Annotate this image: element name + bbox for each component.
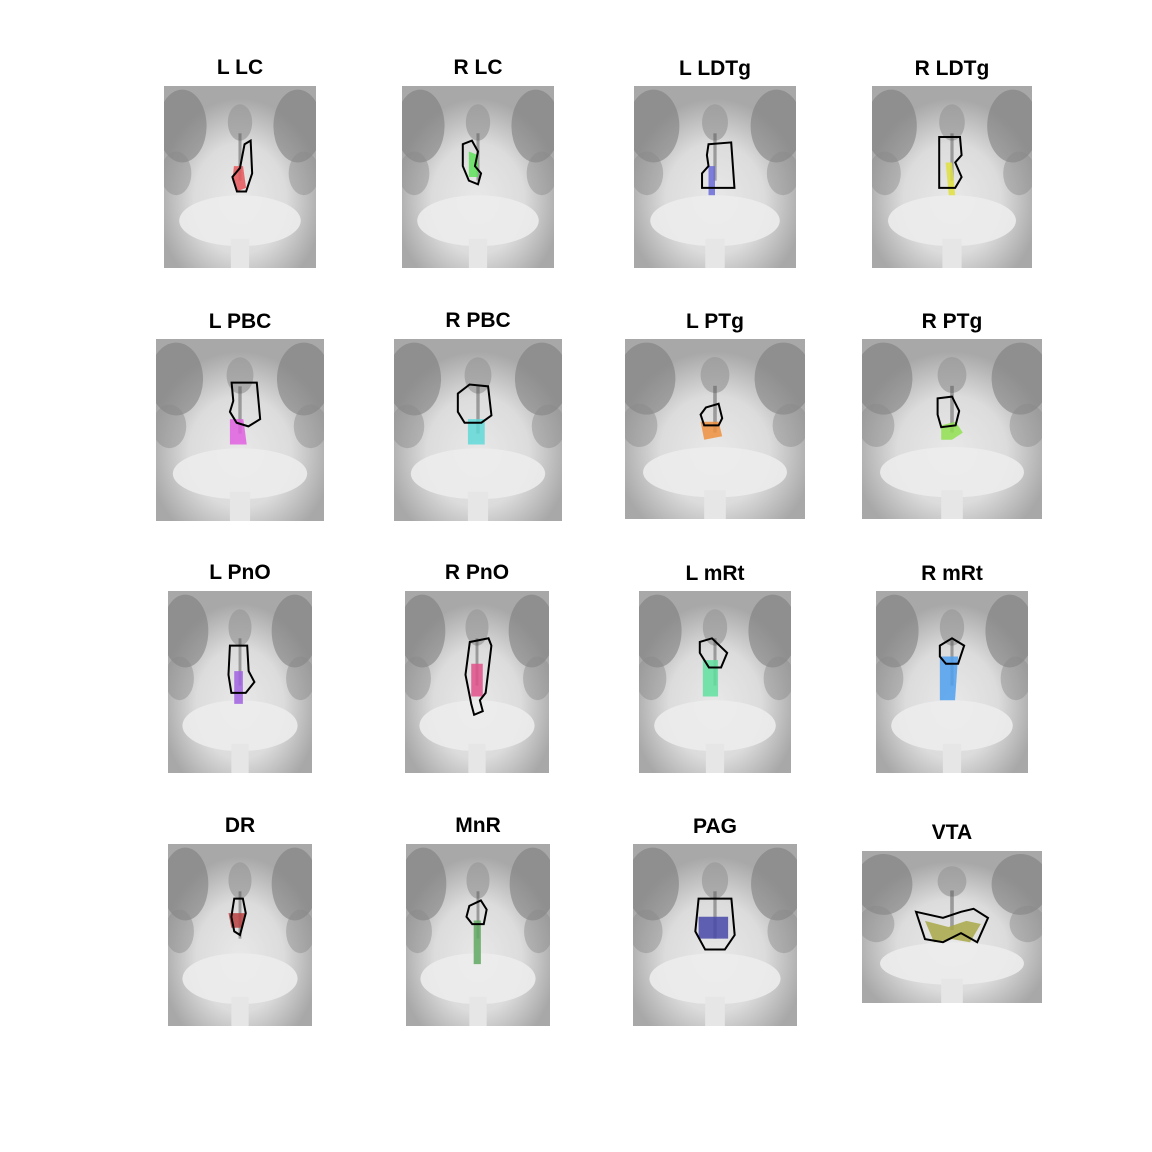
brain-slice-image <box>402 86 554 268</box>
brain-slice-image <box>406 844 550 1026</box>
panel-title: MnR <box>455 814 501 837</box>
brain-slice-image <box>639 591 791 773</box>
panel-title: R PTg <box>921 310 983 333</box>
panel-title: L LDTg <box>679 57 751 80</box>
brain-slice-image <box>168 591 312 773</box>
roi-panel: L LDTg <box>634 57 796 268</box>
brain-slice-image <box>164 86 316 268</box>
brain-slice-image <box>862 851 1042 1003</box>
panel-title: L LC <box>216 56 264 79</box>
brain-slice-image <box>625 339 805 519</box>
roi-panel: PAG <box>633 815 797 1026</box>
roi-panel: R PBC <box>394 309 562 521</box>
brain-slice-image <box>876 591 1028 773</box>
roi-panel: DR <box>168 814 312 1026</box>
roi-panel: R PnO <box>405 561 549 773</box>
brain-slice-image <box>394 339 562 521</box>
brain-slice-image <box>156 339 324 521</box>
roi-panel: VTA <box>862 821 1042 1003</box>
roi-panel: L LC <box>164 56 316 268</box>
panel-title: L mRt <box>685 562 745 585</box>
roi-panel: MnR <box>406 814 550 1026</box>
roi-panel: R LDTg <box>872 57 1032 268</box>
roi-panel: L PTg <box>625 310 805 519</box>
panel-title: PAG <box>693 815 737 838</box>
brain-slice-image <box>872 86 1032 268</box>
panel-title: L PBC <box>208 310 272 333</box>
brain-slice-image <box>405 591 549 773</box>
panel-title: DR <box>224 814 256 837</box>
panel-title: R PBC <box>445 309 511 332</box>
roi-panel: L mRt <box>639 562 791 773</box>
roi-panel: R mRt <box>876 562 1028 773</box>
panel-title: R PnO <box>444 561 510 584</box>
panel-title: R mRt <box>921 562 983 585</box>
panel-title: R LC <box>453 56 503 79</box>
brain-slice-image <box>168 844 312 1026</box>
roi-panel: L PnO <box>168 561 312 773</box>
roi-panel: R LC <box>402 56 554 268</box>
roi-panel: L PBC <box>156 310 324 521</box>
panel-title: L PTg <box>686 310 744 333</box>
panel-title: L PnO <box>209 561 271 584</box>
roi-panel: R PTg <box>862 310 1042 519</box>
panel-title: VTA <box>931 821 973 844</box>
brain-slice-image <box>633 844 797 1026</box>
panel-title: R LDTg <box>914 57 990 80</box>
brain-slice-image <box>862 339 1042 519</box>
brain-slice-image <box>634 86 796 268</box>
